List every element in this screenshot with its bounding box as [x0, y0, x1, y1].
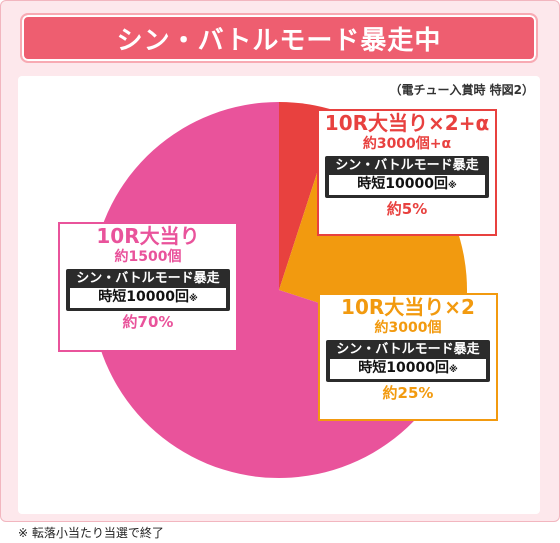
slice-2-mode-box: シン・バトルモード暴走 時短10000回※	[66, 269, 230, 311]
label-box-slice-0: 10R大当り×2+α 約3000個+α シン・バトルモード暴走 時短10000回…	[317, 109, 497, 236]
slice-1-percent-label: 約25%	[382, 384, 434, 402]
slice-2-label: 10R大当り	[96, 224, 200, 248]
slice-1-jitan: 時短10000回	[358, 360, 449, 376]
label-box-slice-1: 10R大当り×2 約3000個 シン・バトルモード暴走 時短10000回※ 約2…	[318, 293, 498, 421]
slice-2-percent-label: 約70%	[122, 313, 174, 331]
title-bar: シン・バトルモード暴走中	[20, 13, 538, 63]
footnote: ※ 転落小当たり当選で終了	[18, 526, 164, 540]
slice-0-payout: 約3000個+α	[362, 136, 452, 152]
slice-2-jitan-box: 時短10000回※	[70, 288, 226, 308]
slice-1-payout: 約3000個	[374, 320, 442, 336]
slice-2-jitan-mark: ※	[188, 294, 198, 304]
slice-0-jitan: 時短10000回	[357, 176, 448, 192]
slice-0-mode-box: シン・バトルモード暴走 時短10000回※	[325, 156, 489, 198]
slice-0-jitan-mark: ※	[447, 181, 457, 191]
slice-0-jitan-box: 時短10000回※	[329, 175, 485, 195]
slice-1-jitan-mark: ※	[448, 365, 458, 375]
slice-1-label: 10R大当り×2	[341, 295, 475, 319]
condition-note: （電チュー入賞時 特図2）	[389, 83, 534, 97]
slice-0-mode: シン・バトルモード暴走	[335, 158, 479, 173]
slice-1-mode: シン・バトルモード暴走	[336, 342, 480, 357]
slice-1-mode-box: シン・バトルモード暴走 時短10000回※	[326, 340, 490, 382]
chart-title: シン・バトルモード暴走中	[116, 25, 442, 56]
slice-2-jitan: 時短10000回	[98, 289, 189, 305]
slice-1-jitan-box: 時短10000回※	[330, 359, 486, 379]
slice-0-percent-label: 約5%	[386, 200, 428, 218]
slice-0-label: 10R大当り×2+α	[324, 111, 490, 135]
label-box-slice-2: 10R大当り 約1500個 シン・バトルモード暴走 時短10000回※ 約70%	[58, 222, 238, 352]
slice-2-mode: シン・バトルモード暴走	[76, 271, 220, 286]
slice-2-payout: 約1500個	[114, 249, 182, 265]
